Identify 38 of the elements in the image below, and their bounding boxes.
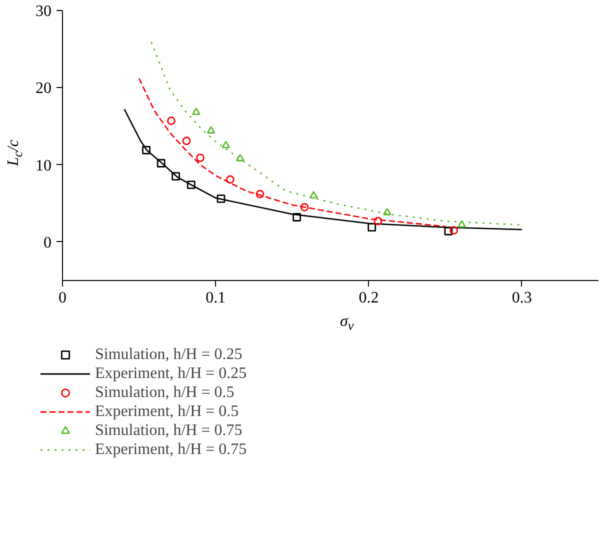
y-tick-label: 0 bbox=[44, 234, 52, 252]
x-axis-title: σ$_{ν}$ bbox=[340, 312, 354, 336]
point bbox=[256, 190, 264, 198]
point bbox=[216, 194, 226, 203]
point bbox=[458, 220, 466, 228]
point bbox=[450, 226, 458, 235]
x-tick-label: 0.1 bbox=[206, 290, 226, 306]
point bbox=[196, 154, 205, 162]
legend-label: Experiment, h/H = 0.5 bbox=[95, 402, 239, 421]
legend-label: Experiment, h/H = 0.25 bbox=[95, 364, 247, 383]
point bbox=[186, 180, 196, 190]
point bbox=[374, 216, 382, 226]
legend-label: Experiment, h/H = 0.75 bbox=[95, 440, 247, 459]
x-tick-label: 0.3 bbox=[512, 290, 532, 306]
point bbox=[309, 190, 318, 198]
point bbox=[300, 203, 309, 212]
x-tick-label: 0.2 bbox=[358, 290, 379, 306]
point bbox=[156, 159, 166, 168]
point bbox=[444, 226, 453, 236]
point bbox=[182, 136, 191, 146]
point bbox=[222, 140, 230, 148]
point bbox=[142, 146, 150, 154]
point bbox=[167, 116, 176, 126]
point bbox=[382, 208, 392, 216]
point bbox=[368, 223, 376, 232]
point bbox=[292, 213, 302, 222]
point bbox=[226, 175, 234, 184]
point bbox=[192, 108, 200, 116]
point bbox=[172, 172, 180, 181]
point bbox=[206, 126, 216, 134]
x-tick-label: 0 bbox=[58, 290, 66, 306]
y-tick-label: 10 bbox=[36, 157, 52, 174]
legend-label: Simulation, h/H = 0.5 bbox=[95, 383, 234, 402]
y-tick-label: 20 bbox=[36, 80, 52, 98]
legend-label: Simulation, h/H = 0.25 bbox=[95, 345, 242, 364]
point bbox=[236, 154, 244, 162]
y-tick-label: 30 bbox=[36, 3, 52, 20]
legend-label: Simulation, h/H = 0.75 bbox=[95, 421, 242, 440]
